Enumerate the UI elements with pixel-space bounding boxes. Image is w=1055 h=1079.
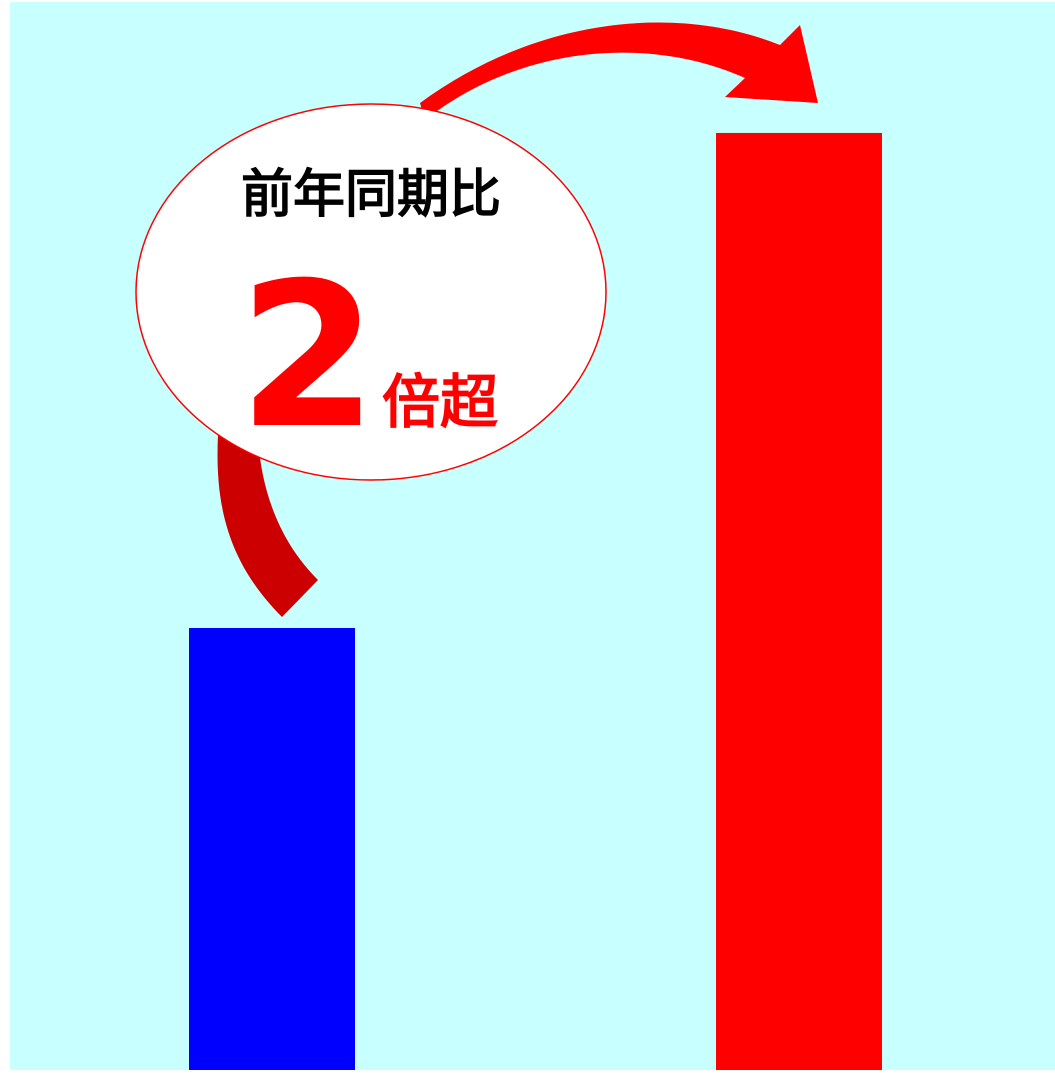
- bar-1: [189, 628, 355, 1070]
- callout-suffix: 倍超: [382, 368, 499, 436]
- growth-arrow-arc: [420, 22, 818, 120]
- callout-multiplier: 2: [238, 240, 377, 473]
- callout-title: 前年同期比: [241, 165, 501, 225]
- growth-arrow-tail: [217, 435, 318, 617]
- bars-group: [189, 132, 882, 1070]
- callout-bubble: [135, 103, 607, 481]
- bar-2: [716, 132, 882, 1070]
